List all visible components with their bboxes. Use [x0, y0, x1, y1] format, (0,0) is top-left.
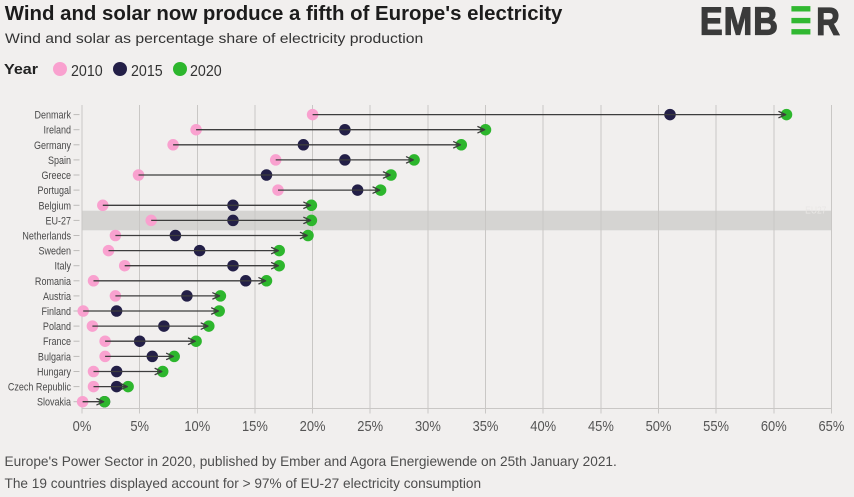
svg-text:15%: 15%: [242, 418, 268, 434]
svg-text:EU-27: EU-27: [45, 216, 71, 228]
svg-text:40%: 40%: [530, 418, 556, 434]
svg-text:Netherlands: Netherlands: [22, 231, 71, 243]
svg-text:Finland: Finland: [41, 306, 71, 318]
svg-text:Denmark: Denmark: [34, 110, 71, 122]
svg-text:France: France: [43, 336, 71, 348]
svg-text:45%: 45%: [588, 418, 614, 434]
svg-text:Bulgaria: Bulgaria: [38, 352, 71, 364]
svg-text:65%: 65%: [818, 418, 844, 434]
svg-text:5%: 5%: [130, 418, 149, 434]
svg-text:Italy: Italy: [54, 261, 71, 273]
svg-text:Czech Republic: Czech Republic: [8, 382, 71, 394]
svg-text:Poland: Poland: [43, 321, 71, 333]
svg-text:Portugal: Portugal: [37, 185, 71, 197]
svg-text:Belgium: Belgium: [38, 201, 71, 213]
svg-text:Greece: Greece: [41, 170, 71, 182]
svg-text:Slovakia: Slovakia: [37, 397, 71, 409]
svg-text:50%: 50%: [646, 418, 672, 434]
svg-text:20%: 20%: [300, 418, 326, 434]
svg-text:55%: 55%: [703, 418, 729, 434]
svg-text:Germany: Germany: [34, 140, 71, 152]
svg-text:Romania: Romania: [35, 276, 71, 288]
svg-text:25%: 25%: [357, 418, 383, 434]
svg-text:R: R: [816, 0, 840, 43]
svg-text:Spain: Spain: [48, 155, 71, 167]
svg-text:0%: 0%: [73, 418, 92, 434]
svg-text:EU27: EU27: [805, 205, 826, 216]
svg-text:Sweden: Sweden: [38, 246, 71, 258]
svg-text:Austria: Austria: [43, 291, 71, 303]
svg-text:30%: 30%: [415, 418, 441, 434]
svg-text:Ireland: Ireland: [43, 125, 71, 137]
svg-text:35%: 35%: [473, 418, 499, 434]
svg-text:Hungary: Hungary: [37, 367, 71, 379]
svg-text:10%: 10%: [184, 418, 210, 434]
svg-text:60%: 60%: [761, 418, 787, 434]
svg-text:EMB: EMB: [700, 0, 779, 43]
